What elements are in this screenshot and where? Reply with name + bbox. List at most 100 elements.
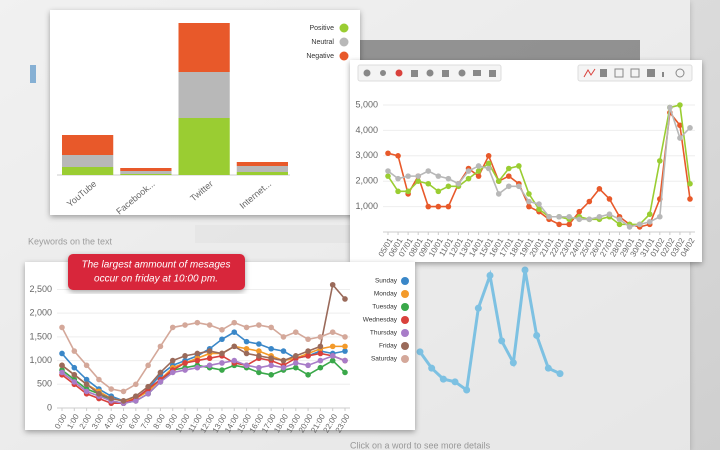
data-point xyxy=(506,173,512,179)
data-point xyxy=(546,213,552,220)
icon-tag[interactable] xyxy=(411,70,418,77)
data-point xyxy=(292,364,299,371)
annotation-line: occur on friday at 10:00 pm. xyxy=(94,274,218,285)
data-point xyxy=(616,216,623,223)
data-point xyxy=(169,369,176,376)
data-point xyxy=(243,338,250,345)
legend-swatch xyxy=(401,303,409,311)
y-tick-label: 2,000 xyxy=(355,176,378,186)
data-point xyxy=(268,372,274,378)
data-point xyxy=(526,191,532,197)
bar-segment xyxy=(62,167,114,175)
data-point xyxy=(566,213,572,220)
data-point xyxy=(83,362,90,369)
data-point xyxy=(182,322,188,328)
legend-label: Wednesday xyxy=(363,317,398,324)
data-point xyxy=(657,213,663,220)
data-point xyxy=(268,355,274,362)
data-point xyxy=(342,348,348,354)
legend-swatch xyxy=(339,37,349,47)
data-point xyxy=(206,355,213,362)
annotation-box xyxy=(68,254,245,290)
data-point xyxy=(667,104,673,111)
y-tick-label: 3,000 xyxy=(355,150,378,160)
data-point xyxy=(486,271,494,279)
data-point xyxy=(305,336,311,343)
data-point xyxy=(329,343,336,350)
data-point xyxy=(268,362,274,369)
header-bar xyxy=(355,40,640,62)
icon-grid[interactable] xyxy=(614,68,624,78)
data-point xyxy=(576,216,583,223)
annotation-line: The largest ammount of mesages xyxy=(82,260,231,271)
data-point xyxy=(677,122,683,129)
data-point xyxy=(536,206,542,212)
data-point xyxy=(219,326,225,333)
data-point xyxy=(219,360,225,366)
data-point xyxy=(435,203,442,210)
bar-segment xyxy=(236,162,288,166)
hint-text: Click on a word to see more details xyxy=(350,440,491,450)
data-point xyxy=(485,160,492,167)
data-point xyxy=(636,221,643,228)
data-point xyxy=(495,178,502,184)
data-point xyxy=(329,329,336,335)
data-point xyxy=(616,221,623,228)
icon-comment[interactable] xyxy=(473,70,481,76)
data-point xyxy=(280,357,287,364)
data-point xyxy=(71,372,78,378)
data-point xyxy=(475,163,482,169)
icon-network[interactable] xyxy=(458,69,466,77)
data-point xyxy=(169,357,176,364)
legend-swatch xyxy=(401,290,409,298)
data-point xyxy=(317,364,324,371)
data-point xyxy=(516,163,522,169)
data-point xyxy=(305,353,311,359)
data-point xyxy=(439,375,447,383)
legend-swatch xyxy=(339,51,349,61)
keywords-label: Keywords on the text xyxy=(28,236,113,246)
data-point xyxy=(83,376,90,383)
icon-table[interactable] xyxy=(630,68,640,78)
data-point xyxy=(425,180,432,187)
data-point xyxy=(485,165,492,172)
y-tick-label: 1,000 xyxy=(29,355,52,365)
legend-label: Friday xyxy=(379,343,398,350)
icon-pie[interactable] xyxy=(675,68,685,78)
data-point xyxy=(445,183,452,190)
data-point xyxy=(329,281,336,288)
icon-settings[interactable] xyxy=(426,69,434,77)
data-point xyxy=(526,203,532,210)
data-point xyxy=(292,353,299,359)
icon-share[interactable] xyxy=(380,70,386,76)
data-point xyxy=(317,357,324,364)
data-point xyxy=(182,353,188,359)
data-point xyxy=(521,266,529,274)
data-point xyxy=(219,367,225,373)
data-point xyxy=(606,196,613,202)
icon-like[interactable] xyxy=(395,69,403,77)
data-point xyxy=(317,334,324,340)
icon-bars[interactable] xyxy=(662,72,664,77)
legend-label: Sunday xyxy=(375,278,398,285)
background-chart xyxy=(416,266,564,394)
icon-doc[interactable] xyxy=(647,69,655,77)
data-point xyxy=(465,168,472,174)
icon-export[interactable] xyxy=(489,70,496,77)
data-point xyxy=(677,102,683,108)
bar-segment xyxy=(178,72,230,118)
data-point xyxy=(329,357,336,364)
legend-swatch xyxy=(339,23,349,33)
y-tick-label: 500 xyxy=(37,379,52,389)
legend-label: Monday xyxy=(374,291,398,298)
data-point xyxy=(256,341,262,347)
icon-line[interactable] xyxy=(583,68,596,78)
y-tick-label: 2,000 xyxy=(29,308,52,318)
icon-view[interactable] xyxy=(363,69,371,77)
icon-text[interactable] xyxy=(600,69,607,77)
data-point xyxy=(342,334,348,340)
data-point xyxy=(120,398,127,404)
icon-thumb[interactable] xyxy=(442,70,449,77)
data-point xyxy=(317,343,324,350)
data-point xyxy=(646,219,653,225)
